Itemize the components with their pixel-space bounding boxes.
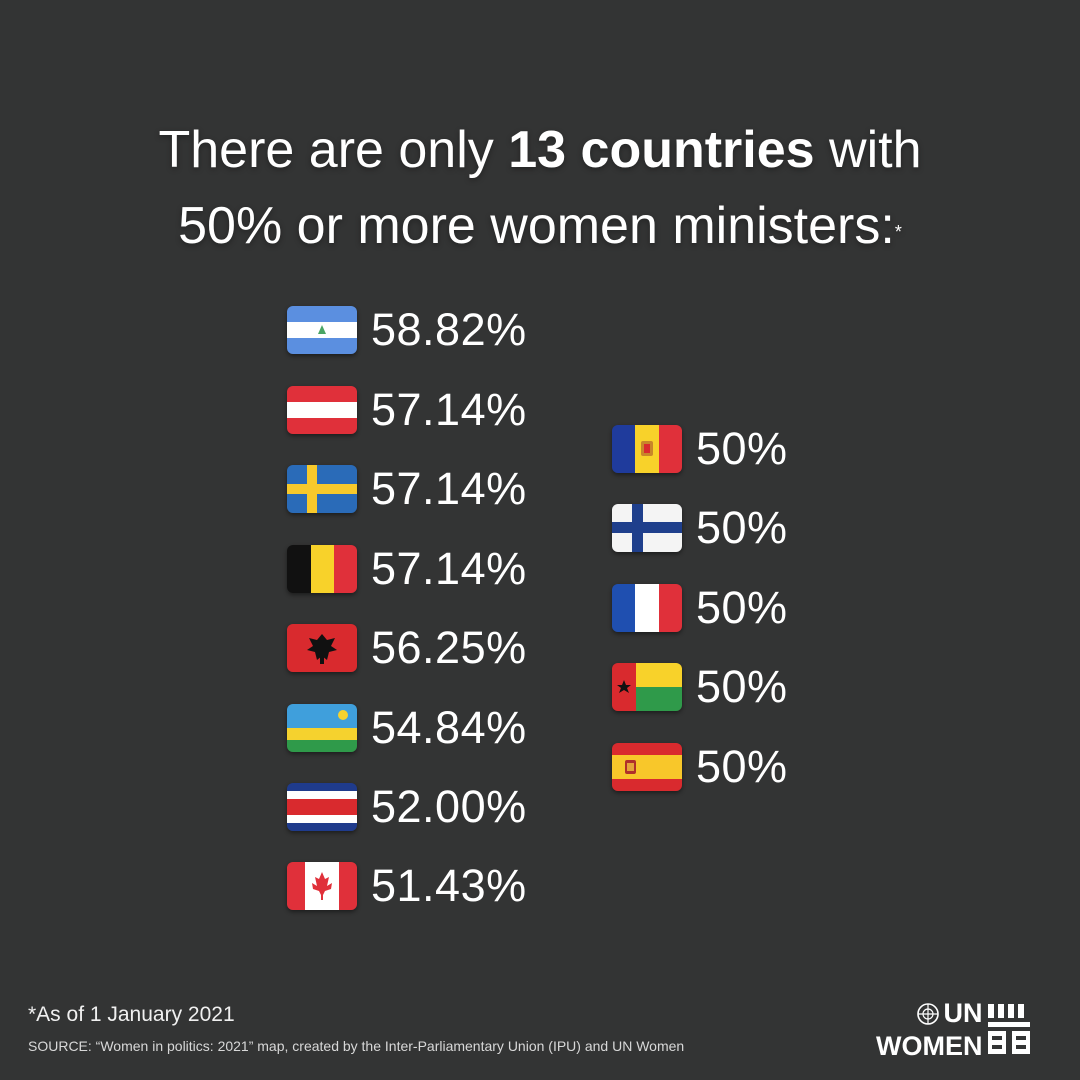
country-value: 50% (696, 661, 788, 712)
country-row-france: 50% (612, 580, 788, 636)
country-value: 57.14% (371, 463, 527, 514)
country-value: 57.14% (371, 543, 527, 594)
source-note: SOURCE: “Women in politics: 2021” map, c… (28, 1038, 685, 1054)
country-row-belgium: 57.14% (287, 541, 527, 597)
country-value: 52.00% (371, 781, 527, 832)
finland-flag-icon (612, 504, 682, 552)
country-row-canada: 51.43% (287, 858, 527, 914)
un-women-emblem-icon (988, 1004, 1031, 1054)
nicaragua-flag-icon (287, 306, 357, 354)
costa-rica-flag-icon (287, 783, 357, 831)
france-flag-icon (612, 584, 682, 632)
guinea-bissau-flag-icon (612, 663, 682, 711)
un-globe-icon (917, 1002, 940, 1025)
headline-suffix: with (814, 121, 922, 179)
country-value: 54.84% (371, 702, 527, 753)
country-value: 50% (696, 502, 788, 553)
logo-women-text: WOMEN (876, 1031, 983, 1061)
country-value: 50% (696, 582, 788, 633)
rwanda-flag-icon (287, 704, 357, 752)
headline-prefix: There are only (158, 121, 509, 179)
canada-flag-icon (287, 862, 357, 910)
logo-un-text: UN (943, 998, 983, 1028)
country-row-spain: 50% (612, 739, 788, 795)
country-value: 51.43% (371, 860, 527, 911)
country-row-rwanda: 54.84% (287, 700, 527, 756)
albania-flag-icon (287, 624, 357, 672)
country-value: 57.14% (371, 384, 527, 435)
un-women-logo: UN WOMEN (876, 1000, 1056, 1060)
headline: There are only 13 countries with 50% or … (0, 112, 1080, 264)
country-row-nicaragua: 58.82% (287, 302, 527, 358)
country-row-sweden: 57.14% (287, 461, 527, 517)
country-row-austria: 57.14% (287, 382, 527, 438)
sweden-flag-icon (287, 465, 357, 513)
footnote: *As of 1 January 2021 (28, 1003, 235, 1026)
country-value: 56.25% (371, 622, 527, 673)
austria-flag-icon (287, 386, 357, 434)
country-value: 58.82% (371, 304, 527, 355)
country-value: 50% (696, 741, 788, 792)
country-row-finland: 50% (612, 500, 788, 556)
headline-emphasis: 13 countries (508, 121, 815, 179)
country-row-albania: 56.25% (287, 620, 527, 676)
country-row-guinea-bissau: 50% (612, 659, 788, 715)
country-row-costa-rica: 52.00% (287, 779, 527, 835)
andorra-flag-icon (612, 425, 682, 473)
logo-line-un: UN (876, 1000, 982, 1027)
headline-asterisk: * (894, 222, 902, 242)
headline-line2-text: 50% or more women ministers: (178, 197, 895, 255)
spain-flag-icon (612, 743, 682, 791)
headline-line-2: 50% or more women ministers:* (0, 188, 1080, 264)
country-value: 50% (696, 423, 788, 474)
country-row-andorra: 50% (612, 421, 788, 477)
logo-wordmark: UN WOMEN (876, 1000, 982, 1060)
headline-line-1: There are only 13 countries with (0, 112, 1080, 188)
belgium-flag-icon (287, 545, 357, 593)
